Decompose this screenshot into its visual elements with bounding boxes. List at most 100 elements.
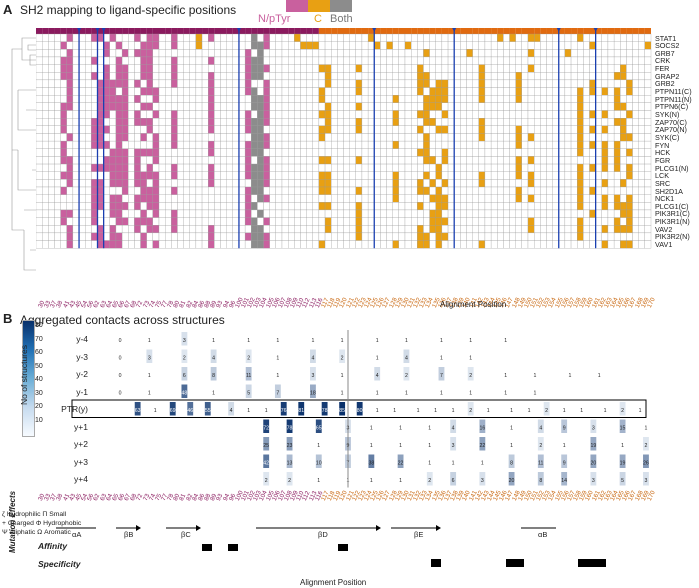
grid-cell (66, 56, 74, 65)
grid-cell (429, 140, 436, 149)
heatmap-cell-value: 48 (181, 390, 187, 396)
grid-cell (78, 148, 86, 157)
grid-cell (331, 95, 338, 103)
grid-cell (134, 87, 141, 96)
grid-cell (380, 118, 387, 126)
grid-cell (398, 41, 406, 50)
top-strip-cell (85, 28, 92, 34)
grid-cell (552, 133, 559, 142)
grid-cell (300, 133, 307, 142)
grid-cell (60, 95, 67, 103)
grid-cell (644, 133, 652, 142)
protein-label: SYK(N) (655, 110, 680, 119)
grid-cell (54, 163, 61, 172)
grid-cell (238, 171, 246, 180)
grid-cell (269, 163, 276, 172)
heatmap-cell-value: 72 (263, 425, 269, 431)
grid-cell (269, 41, 276, 50)
grid-cell (251, 140, 258, 149)
grid-cell (435, 232, 443, 241)
grid-cell (417, 163, 424, 172)
heatmap-cell-value: 0 (119, 373, 122, 379)
heatmap-cell-value: 1 (317, 443, 320, 449)
grid-cell (632, 72, 639, 81)
grid-cell (564, 41, 572, 50)
grid-cell (337, 102, 344, 111)
grid-cell (60, 41, 67, 50)
grid-cell (294, 140, 301, 149)
grid-cell (460, 41, 467, 50)
grid-cell (472, 79, 479, 88)
grid-cell (48, 95, 55, 103)
grid-cell (490, 118, 498, 126)
grid-cell (281, 79, 289, 88)
heatmap-cell-value: 23 (287, 443, 293, 449)
grid-cell (232, 140, 240, 149)
grid-cell (91, 225, 98, 234)
grid-cell (195, 148, 203, 157)
grid-cell (509, 209, 516, 218)
grid-cell (410, 118, 418, 126)
grid-cell (60, 56, 67, 65)
grid-cell (577, 41, 584, 50)
grid-cell (589, 49, 596, 58)
grid-cell (410, 202, 418, 211)
grid-cell (97, 140, 104, 149)
grid-cell (128, 64, 135, 73)
grid-cell (466, 202, 473, 211)
grid-cell (214, 194, 221, 203)
grid-cell (497, 179, 504, 188)
grid-cell (447, 225, 455, 234)
grid-cell (589, 102, 596, 111)
grid-cell (435, 64, 443, 73)
grid-cell (374, 33, 381, 42)
grid-cell (121, 95, 129, 103)
grid-cell (460, 102, 467, 111)
grid-cell (632, 56, 639, 65)
grid-cell (620, 41, 627, 50)
top-strip-cell (478, 28, 485, 34)
grid-cell (398, 140, 406, 149)
heatmap-cell-value: 20 (509, 478, 515, 484)
grid-cell (466, 225, 473, 234)
grid-cell (410, 186, 418, 195)
grid-cell (527, 95, 535, 103)
grid-cell (454, 171, 461, 180)
grid-cell (66, 156, 74, 165)
grid-cell (312, 49, 320, 58)
grid-cell (109, 87, 117, 96)
grid-cell (54, 133, 61, 142)
grid-cell (158, 56, 166, 65)
grid-cell (620, 133, 627, 142)
grid-cell (429, 110, 436, 119)
grid-cell (527, 240, 535, 249)
grid-cell (466, 56, 473, 65)
grid-cell (613, 87, 621, 96)
grid-cell (54, 240, 61, 249)
heatmap-cell-value: 2 (644, 443, 647, 449)
grid-cell (380, 240, 387, 249)
grid-cell (324, 87, 332, 96)
grid-cell (152, 209, 160, 218)
grid-cell (201, 148, 209, 157)
top-strip-cell (331, 28, 338, 34)
grid-cell (251, 133, 258, 142)
grid-cell (312, 232, 320, 241)
grid-cell (337, 148, 344, 157)
grid-cell (60, 72, 67, 81)
grid-cell (478, 64, 486, 73)
grid-cell (515, 240, 523, 249)
top-strip-cell (171, 28, 178, 34)
grid-cell (121, 72, 129, 81)
grid-cell (472, 186, 479, 195)
grid-cell (472, 102, 479, 111)
grid-cell (195, 64, 203, 73)
grid-cell (613, 171, 621, 180)
grid-cell (60, 118, 67, 126)
grid-cell (509, 194, 516, 203)
grid-cell (269, 186, 276, 195)
grid-cell (349, 240, 356, 249)
grid-cell (269, 133, 276, 142)
grid-cell (189, 95, 197, 103)
grid-cell (48, 33, 55, 42)
